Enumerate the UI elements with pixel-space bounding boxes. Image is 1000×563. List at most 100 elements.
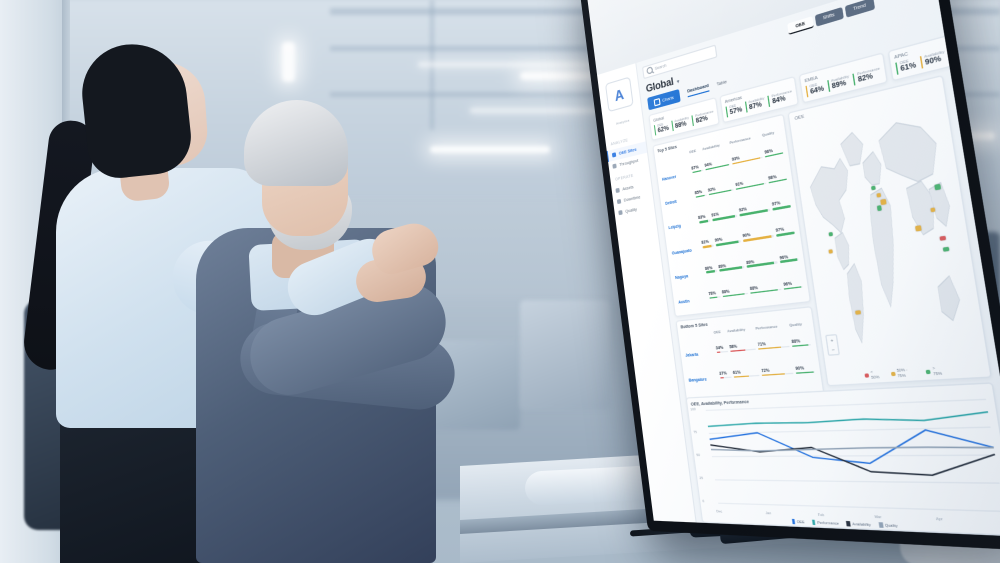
sidebar-item-label: Quality <box>625 207 638 214</box>
x-axis-tick: Feb <box>817 511 825 518</box>
chevron-down-icon[interactable]: ▾ <box>676 78 680 86</box>
kpi-metric-value: 62% <box>657 125 670 135</box>
metric-bar <box>719 376 732 380</box>
metric-cell: 97% <box>769 189 793 219</box>
dashboard-app: A Analytics Analyze OEE Sites Throughput… <box>597 0 1000 537</box>
metric-cell: 71% <box>755 330 793 360</box>
flow-icon <box>612 163 617 169</box>
top-sites-panel: Top 5 Sites OEE Availability Performance Qu… <box>652 114 812 317</box>
x-axis-tick: Dec <box>716 508 723 514</box>
kpi-metric-oee: OEE 64% <box>805 81 825 98</box>
y-axis-tick: 75 <box>693 429 698 435</box>
legend-swatch <box>925 369 932 374</box>
kpi-metric-availability: Availability 88% <box>671 115 691 132</box>
app-logo-label: Analytics <box>615 117 630 126</box>
metric-bar <box>733 374 760 379</box>
metric-value: 37% <box>718 370 728 377</box>
x-axis-tick: Mar <box>873 513 882 520</box>
tab-dashboard[interactable]: Dashboard <box>686 83 710 98</box>
metric-cell: 96% <box>777 243 802 273</box>
site-link[interactable]: Detroit <box>665 199 678 207</box>
legend-label: OEE <box>796 519 805 525</box>
legend-label: 50% - 75% <box>896 366 908 379</box>
map-marker[interactable] <box>855 310 861 315</box>
legend-label: Quality <box>884 522 899 529</box>
series-quality <box>711 447 994 452</box>
app-logo[interactable]: A <box>604 76 634 113</box>
y-axis-tick: 0 <box>702 498 705 504</box>
chart-legend-item[interactable]: Performance <box>811 519 840 527</box>
screen: A Analytics Analyze OEE Sites Throughput… <box>585 0 1000 537</box>
legend-label: > 75% <box>932 365 943 377</box>
metric-value: 78% <box>708 290 717 297</box>
metric-bar <box>796 371 816 375</box>
segment-trend[interactable]: Trend <box>844 0 875 18</box>
chart-plot-area: 0255075100DecJanFebMarAprMay <box>690 398 1000 522</box>
tab-label: Charts <box>661 94 675 103</box>
kpi-metric-performance: Performance 82% <box>691 109 715 127</box>
site-link[interactable]: Austin <box>678 298 690 305</box>
site-link[interactable]: Bangalore <box>688 377 708 384</box>
chart-legend-item[interactable]: OEE <box>791 518 805 525</box>
y-axis-tick: 25 <box>699 475 704 481</box>
sidebar-item-label: Assets <box>622 184 634 192</box>
map-marker[interactable] <box>934 184 941 191</box>
hair <box>244 100 348 186</box>
segment-shifts[interactable]: Shifts <box>814 6 844 27</box>
legend-swatch <box>846 520 851 527</box>
check-icon <box>618 210 623 216</box>
kpi-metric-availability: Availability 90% <box>919 49 947 70</box>
chart-legend: OEE Performance Availability Quality <box>791 518 899 529</box>
search-placeholder: Search <box>654 63 667 72</box>
site-cell: Bangalore <box>686 362 721 389</box>
site-cell: Austin <box>675 283 709 312</box>
site-link[interactable]: Guanajuato <box>671 247 692 256</box>
search-icon <box>646 66 654 75</box>
chart-legend-item[interactable]: Availability <box>846 520 871 527</box>
chart-icon <box>653 97 661 106</box>
metric-cell: 88% <box>719 277 751 306</box>
trend-chart-panel: OEE, Availability, Performance 0 25 50 75 10… <box>685 382 1000 537</box>
x-axis-tick: Apr <box>935 515 944 522</box>
legend-swatch <box>791 518 796 525</box>
kpi-metric-value: 57% <box>729 106 743 117</box>
metric-value: 88% <box>791 338 801 345</box>
site-link[interactable]: Hanover <box>661 174 677 182</box>
site-link[interactable]: Jakarta <box>685 352 699 359</box>
tab-table[interactable]: Table <box>716 78 728 87</box>
metric-bar <box>708 295 721 299</box>
map-marker[interactable] <box>880 199 886 205</box>
metric-cell: 97% <box>773 216 797 246</box>
world-map[interactable] <box>794 89 983 369</box>
metric-cell: 89% <box>716 251 747 281</box>
legend-label: Performance <box>816 519 840 527</box>
series-oee <box>709 428 996 464</box>
metric-cell: 96% <box>781 270 806 300</box>
map-legend-item: 50% - 75% <box>890 366 918 379</box>
map-marker[interactable] <box>915 225 922 232</box>
legend-swatch <box>878 522 884 528</box>
cabinet <box>520 300 610 410</box>
metric-value: 34% <box>715 344 724 351</box>
metric-cell: 88% <box>789 328 814 357</box>
site-link[interactable]: Leipzig <box>668 223 682 231</box>
map-marker[interactable] <box>828 231 834 237</box>
series-performance <box>707 412 989 426</box>
site-link[interactable]: Nagoya <box>674 273 689 280</box>
chart-legend-item[interactable]: Quality <box>878 522 899 529</box>
legend-swatch <box>890 371 896 376</box>
metric-bar <box>716 350 728 354</box>
metric-cell: 88% <box>747 273 784 304</box>
kpi-metric-availability: Availability 87% <box>744 96 766 114</box>
legend-label: < 50% <box>870 369 880 381</box>
metric-cell: 61% <box>730 359 762 387</box>
clock-icon <box>616 198 622 205</box>
map-marker[interactable] <box>942 246 949 252</box>
legend-swatch <box>811 519 816 526</box>
main-content: Search OEE Shifts Trend Global ▾ <box>636 0 1000 537</box>
metric-cell: 90% <box>793 355 818 384</box>
metric-value: 90% <box>795 365 805 372</box>
segment-oee[interactable]: OEE <box>787 15 814 35</box>
metric-bar <box>698 219 710 224</box>
map-zoom-out[interactable]: − <box>831 346 836 353</box>
